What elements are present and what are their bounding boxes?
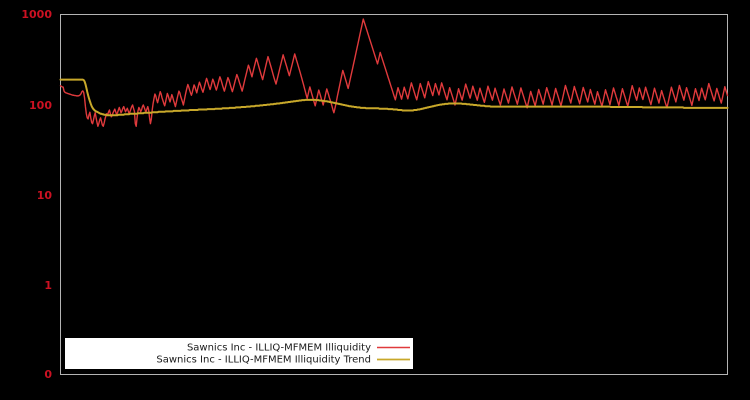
y-tick-label: 100 bbox=[29, 99, 52, 112]
data-series-group bbox=[59, 18, 729, 127]
y-tick-label: 10 bbox=[37, 189, 53, 202]
chart-legend[interactable]: Sawnics Inc - ILLIQ-MFMEM IlliquiditySaw… bbox=[65, 338, 413, 369]
legend-label-1: Sawnics Inc - ILLIQ-MFMEM Illiquidity bbox=[187, 343, 371, 354]
legend-items: Sawnics Inc - ILLIQ-MFMEM IlliquiditySaw… bbox=[156, 343, 410, 366]
y-tick-label: 1 bbox=[44, 279, 52, 292]
y-tick-label: 1000 bbox=[21, 8, 52, 21]
legend-background bbox=[65, 338, 413, 369]
plot-area-border bbox=[60, 14, 728, 375]
series-line-1 bbox=[59, 18, 729, 127]
legend-label-2: Sawnics Inc - ILLIQ-MFMEM Illiquidity Tr… bbox=[156, 355, 371, 366]
y-tick-label: 0 bbox=[44, 368, 52, 381]
series-line-2 bbox=[59, 78, 729, 117]
